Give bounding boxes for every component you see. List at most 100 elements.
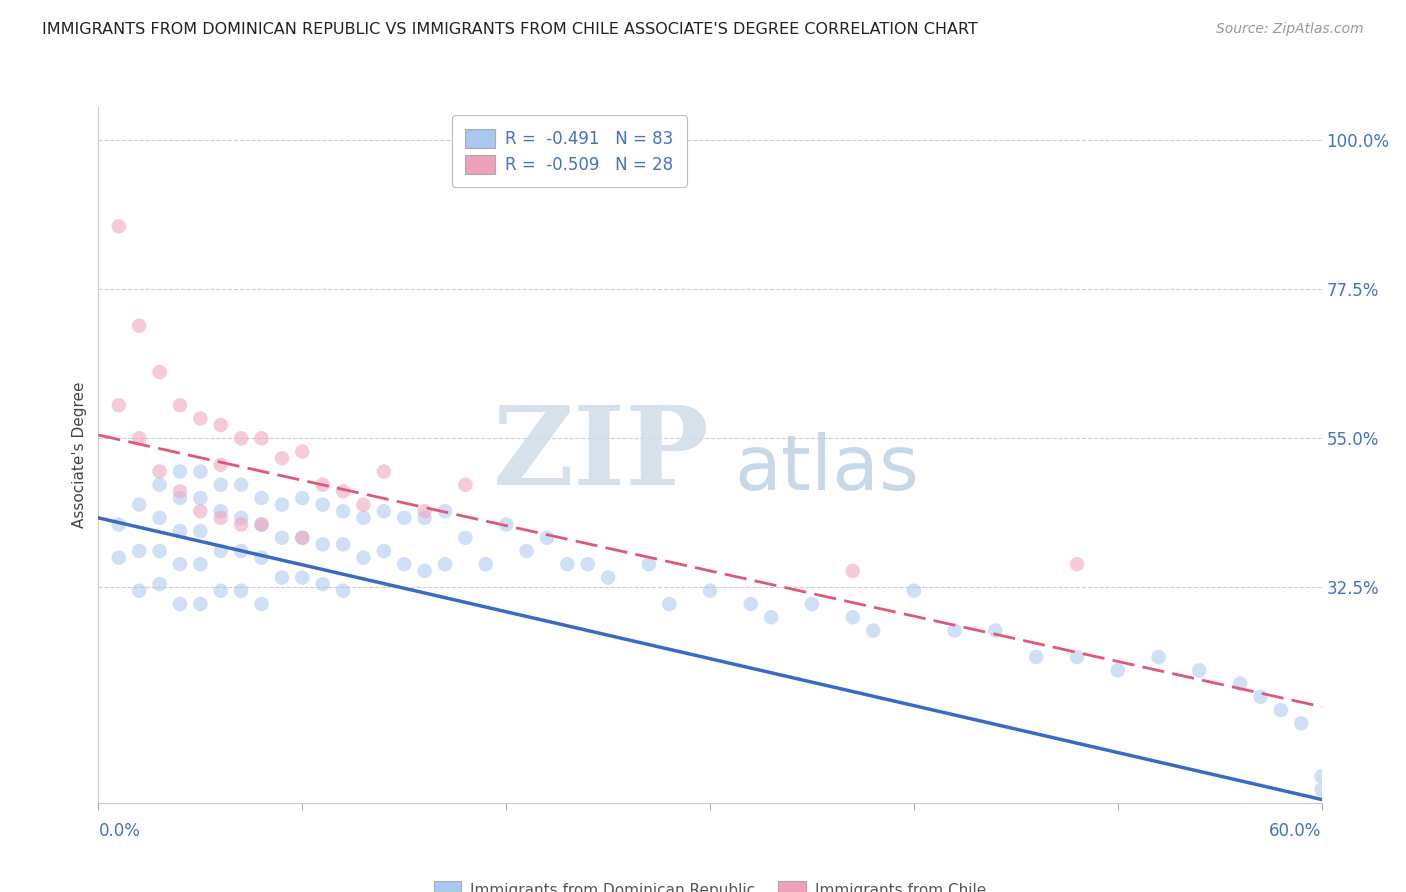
Point bbox=[1188, 663, 1211, 677]
Point bbox=[169, 484, 191, 499]
Text: atlas: atlas bbox=[734, 432, 920, 506]
Point bbox=[454, 477, 477, 491]
Point bbox=[312, 498, 335, 512]
Point bbox=[149, 544, 172, 558]
Point bbox=[169, 398, 191, 412]
Point bbox=[188, 524, 212, 538]
Point bbox=[231, 544, 253, 558]
Point bbox=[943, 624, 966, 638]
Point bbox=[1249, 690, 1271, 704]
Point bbox=[862, 624, 884, 638]
Point bbox=[128, 498, 150, 512]
Point bbox=[392, 511, 416, 525]
Point bbox=[188, 597, 212, 611]
Point bbox=[250, 517, 273, 532]
Point bbox=[454, 531, 477, 545]
Point bbox=[291, 491, 314, 505]
Point bbox=[1025, 650, 1047, 665]
Point bbox=[231, 431, 253, 445]
Point bbox=[413, 511, 436, 525]
Point bbox=[209, 458, 232, 472]
Point bbox=[658, 597, 681, 611]
Point bbox=[231, 511, 253, 525]
Point bbox=[250, 517, 273, 532]
Point bbox=[373, 465, 395, 479]
Point bbox=[128, 583, 150, 598]
Point bbox=[270, 531, 294, 545]
Point bbox=[413, 504, 436, 518]
Point bbox=[149, 477, 172, 491]
Point bbox=[231, 583, 253, 598]
Point bbox=[1291, 716, 1313, 731]
Point bbox=[169, 524, 191, 538]
Point bbox=[984, 624, 1007, 638]
Point bbox=[291, 531, 314, 545]
Point bbox=[250, 597, 273, 611]
Point bbox=[250, 491, 273, 505]
Point bbox=[108, 398, 131, 412]
Point bbox=[188, 465, 212, 479]
Point bbox=[291, 570, 314, 584]
Point bbox=[169, 597, 191, 611]
Legend: Immigrants from Dominican Republic, Immigrants from Chile: Immigrants from Dominican Republic, Immi… bbox=[426, 873, 994, 892]
Point bbox=[801, 597, 824, 611]
Point bbox=[761, 610, 783, 624]
Point bbox=[332, 504, 354, 518]
Point bbox=[209, 477, 232, 491]
Point bbox=[1229, 676, 1251, 690]
Text: 60.0%: 60.0% bbox=[1270, 822, 1322, 840]
Point bbox=[149, 577, 172, 591]
Point bbox=[188, 558, 212, 572]
Text: 0.0%: 0.0% bbox=[98, 822, 141, 840]
Point bbox=[169, 465, 191, 479]
Point bbox=[128, 318, 150, 333]
Point bbox=[149, 465, 172, 479]
Point bbox=[188, 411, 212, 425]
Point bbox=[1270, 703, 1292, 717]
Point bbox=[231, 517, 253, 532]
Point bbox=[1310, 769, 1333, 783]
Point bbox=[434, 558, 457, 572]
Point bbox=[536, 531, 558, 545]
Point bbox=[1107, 663, 1129, 677]
Point bbox=[352, 550, 374, 565]
Point bbox=[188, 504, 212, 518]
Point bbox=[1147, 650, 1170, 665]
Point bbox=[209, 544, 232, 558]
Text: ZIP: ZIP bbox=[494, 401, 710, 508]
Point bbox=[576, 558, 599, 572]
Point bbox=[392, 558, 416, 572]
Point bbox=[250, 550, 273, 565]
Point bbox=[434, 504, 457, 518]
Point bbox=[108, 517, 131, 532]
Point bbox=[270, 451, 294, 466]
Point bbox=[495, 517, 517, 532]
Point bbox=[740, 597, 762, 611]
Point bbox=[209, 583, 232, 598]
Point bbox=[291, 531, 314, 545]
Point bbox=[209, 504, 232, 518]
Point bbox=[332, 537, 354, 551]
Point bbox=[149, 511, 172, 525]
Point bbox=[638, 558, 661, 572]
Point bbox=[1066, 650, 1088, 665]
Point bbox=[1066, 558, 1088, 572]
Point bbox=[169, 558, 191, 572]
Point bbox=[1310, 782, 1333, 797]
Point bbox=[373, 504, 395, 518]
Point bbox=[149, 365, 172, 379]
Point bbox=[332, 484, 354, 499]
Point bbox=[332, 583, 354, 598]
Point bbox=[373, 544, 395, 558]
Y-axis label: Associate's Degree: Associate's Degree bbox=[72, 382, 87, 528]
Point bbox=[231, 477, 253, 491]
Point bbox=[699, 583, 721, 598]
Point bbox=[108, 219, 131, 234]
Point bbox=[474, 558, 498, 572]
Point bbox=[291, 444, 314, 458]
Point bbox=[312, 477, 335, 491]
Point bbox=[209, 511, 232, 525]
Point bbox=[209, 418, 232, 433]
Point bbox=[841, 564, 863, 578]
Point bbox=[128, 544, 150, 558]
